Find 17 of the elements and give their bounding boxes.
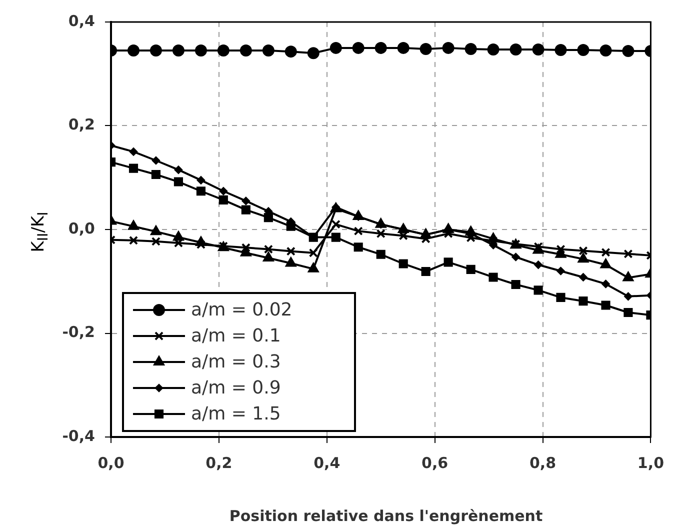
legend-label: a/m = 0.02 bbox=[191, 300, 292, 321]
y-tick-label: 0,0 bbox=[68, 219, 95, 238]
x-tick-label: 0,2 bbox=[206, 454, 232, 472]
y-tick-label: 0,4 bbox=[68, 12, 95, 30]
x-tick-label: 0,4 bbox=[314, 454, 340, 472]
x-tick-label: 0,0 bbox=[98, 454, 124, 472]
legend-label: a/m = 0.1 bbox=[191, 326, 281, 347]
y-tick-label: -0,2 bbox=[62, 323, 95, 342]
y-tick-label: 0,2 bbox=[68, 116, 95, 134]
legend-label: a/m = 0.3 bbox=[191, 352, 281, 373]
y-tick-label: -0,4 bbox=[62, 426, 95, 445]
x-tick-label: 1,0 bbox=[637, 454, 664, 472]
x-tick-label: 0,8 bbox=[529, 454, 556, 472]
legend-label: a/m = 1.5 bbox=[191, 404, 281, 425]
x-axis-title: Position relative dans l'engrènement bbox=[229, 507, 543, 525]
legend-label: a/m = 0.9 bbox=[191, 378, 281, 399]
x-tick-label: 0,6 bbox=[422, 454, 448, 472]
